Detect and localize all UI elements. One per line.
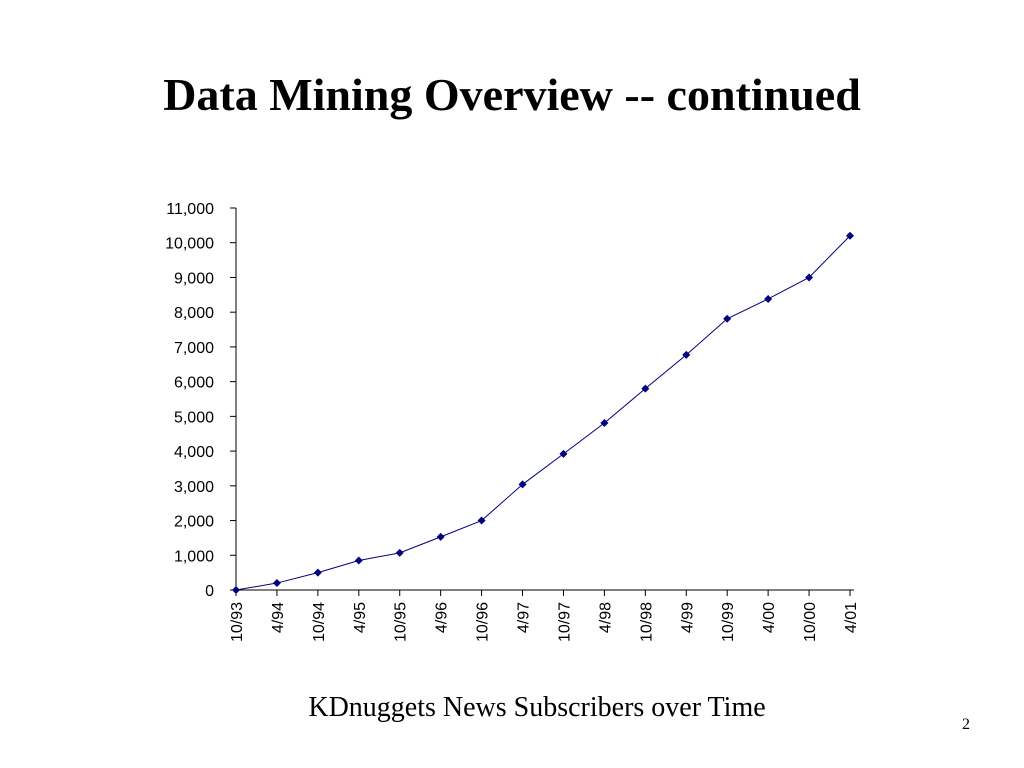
data-point-4-96: [436, 532, 445, 541]
x-tick-label: 4/94: [270, 602, 287, 633]
x-tick-label: 10/97: [556, 602, 573, 642]
data-point-10-93: [232, 586, 240, 594]
x-tick-label: 4/01: [843, 602, 860, 633]
y-tick-label: 0: [205, 583, 214, 600]
x-tick-label: 10/94: [311, 602, 328, 642]
y-tick-label: 6,000: [174, 375, 214, 392]
x-tick-label: 4/95: [352, 602, 369, 633]
y-tick-label: 7,000: [174, 340, 214, 357]
series-line: [235, 235, 851, 591]
y-tick-label: 2,000: [174, 514, 214, 531]
x-tick-label: 10/93: [229, 602, 246, 642]
data-point-4-00: [764, 294, 773, 303]
chart-caption: KDnuggets News Subscribers over Time: [308, 692, 766, 723]
x-tick-label: 10/99: [720, 602, 737, 642]
y-tick-label: 3,000: [174, 479, 214, 496]
x-tick-label: 4/00: [761, 602, 778, 633]
data-point-4-98: [600, 418, 609, 427]
page-number: 2: [962, 716, 970, 733]
data-point-10-96: [477, 516, 486, 525]
data-point-10-94: [313, 568, 322, 577]
y-tick-label: 4,000: [174, 444, 214, 461]
slide-title: Data Mining Overview -- continued: [163, 69, 861, 120]
data-point-10-95: [395, 548, 404, 557]
data-point-4-01: [846, 231, 854, 240]
x-axis: 10/93 4/94 10/94 4/95 10/95 4/96 10/96 4/97 10/9…: [229, 589, 860, 642]
y-tick-label: 8,000: [174, 305, 214, 322]
x-tick-label: 10/00: [802, 602, 819, 642]
x-tick-label: 4/97: [516, 602, 533, 633]
data-point-4-99: [682, 350, 691, 359]
x-tick-label: 10/98: [638, 602, 655, 642]
data-point-10-00: [805, 273, 814, 282]
y-axis: 0 1,000 2,000 3,000 4,000 5,000 6,000 7,000 8,00…: [165, 201, 237, 600]
x-tick-label: 10/95: [393, 602, 410, 642]
data-point-4-94: [272, 579, 281, 588]
y-tick-label: 11,000: [166, 201, 214, 218]
data-point-10-98: [641, 384, 650, 393]
data-point-4-97: [518, 480, 527, 489]
y-tick-label: 10,000: [165, 236, 214, 253]
y-tick-label: 9,000: [174, 270, 214, 287]
y-tick-label: 1,000: [174, 548, 214, 565]
x-tick-label: 4/96: [434, 602, 451, 633]
x-tick-label: 10/96: [475, 602, 492, 642]
data-point-4-95: [354, 556, 363, 565]
x-tick-label: 4/99: [679, 602, 696, 633]
series-subscribers: [232, 231, 854, 594]
data-point-10-97: [559, 449, 568, 458]
data-point-10-99: [723, 314, 732, 323]
x-tick-label: 4/98: [597, 602, 614, 633]
y-tick-label: 5,000: [174, 409, 214, 426]
